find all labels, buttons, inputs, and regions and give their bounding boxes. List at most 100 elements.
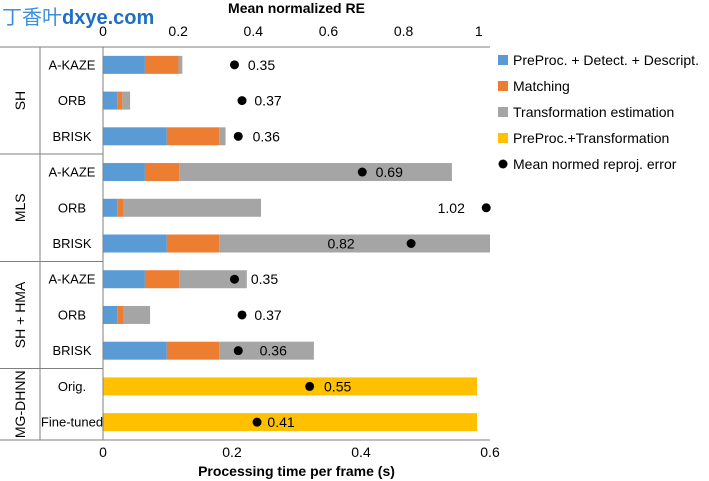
data-label-mean-re-sh-hma-orb: 0.37: [254, 307, 281, 323]
bar-transformation-estimation-sh-hma-a-kaze: [179, 270, 247, 289]
bottom-axis-tick-labels: 0 0.2 0.4 0.6: [99, 444, 500, 460]
legend-label: PreProc. + Detect. + Descript.: [513, 52, 699, 68]
bar-matching-sh-orb: [117, 91, 123, 110]
marker-mean-re-sh-brisk: [233, 131, 243, 141]
marker-mean-re-mls-brisk: [406, 239, 416, 248]
bar-matching-sh-hma-brisk: [166, 341, 220, 360]
top-axis-tick-label: 0.4: [244, 23, 264, 39]
data-label-mean-re-mls-brisk: 0.82: [327, 236, 354, 252]
data-label-mean-re-mg-dhnn-orig: 0.55: [324, 378, 351, 394]
legend-label: Transformation estimation: [513, 104, 674, 120]
data-label-mean-re-mls-orb: 1.02: [438, 200, 465, 216]
legend: PreProc. + Detect. + Descript. Matching Tr…: [498, 52, 699, 172]
legend-item-preproc-detect-descript: PreProc. + Detect. + Descript.: [498, 52, 699, 68]
top-axis-tick-label: 0.6: [319, 23, 339, 39]
top-axis-tick-label: 0.2: [168, 23, 188, 39]
category-label-mls-brisk: BRISK: [52, 236, 91, 251]
bar-preproc-detect-descript-sh-hma-orb: [103, 305, 118, 324]
legend-marker: [498, 159, 508, 169]
axis-frame: [0, 46, 490, 441]
legend-swatch: [498, 133, 508, 143]
legend-item-transformation-estimation: Transformation estimation: [498, 104, 674, 120]
bar-transformation-estimation-sh-orb: [122, 91, 131, 110]
watermark: 丁香叶dxye.com: [2, 4, 154, 30]
category-label-sh-hma-a-kaze: A-KAZE: [49, 272, 96, 287]
watermark-cjk-text: 丁香叶: [2, 5, 62, 29]
group-label-sh: SH: [12, 91, 28, 110]
marker-mean-re-mls-a-kaze: [357, 167, 367, 177]
legend-swatch: [498, 81, 508, 91]
mean-re-markers: 0.35 0.37 0.36 0.69 1.02 0.82 0.35 0.37 0.36 0.55…: [230, 57, 491, 430]
legend-swatch: [498, 107, 508, 117]
bar-preproc-transformation-mg-dhnn-orig: [103, 377, 478, 396]
category-label-sh-brisk: BRISK: [52, 129, 91, 144]
bar-preproc-transformation-mg-dhnn-fine-tuned: [103, 413, 478, 432]
bar-transformation-estimation-sh-hma-brisk: [219, 341, 314, 360]
marker-mean-re-sh-hma-orb: [237, 310, 247, 320]
bottom-axis-title: Processing time per frame (s): [198, 463, 395, 479]
legend-item-preproc-transformation: PreProc.+Transformation: [498, 130, 669, 146]
legend-item-matching: Matching: [498, 78, 570, 94]
top-axis-tick-labels: 0 0.2 0.4 0.6 0.8 1: [99, 23, 483, 39]
watermark-domain-text: dxye.com: [62, 7, 155, 29]
data-label-mean-re-sh-brisk: 0.36: [253, 128, 280, 144]
marker-mean-re-sh-hma-brisk: [233, 346, 243, 356]
group-labels: SH MLS SH + HMA MG-DHNN: [12, 91, 28, 438]
marker-mean-re-mls-orb: [481, 203, 491, 213]
bar-transformation-estimation-sh-hma-orb: [122, 305, 151, 324]
data-label-mean-re-mls-a-kaze: 0.69: [376, 164, 403, 180]
bar-matching-mls-orb: [117, 198, 123, 217]
bottom-axis-tick-label: 0.6: [480, 444, 500, 460]
bar-matching-mls-brisk: [166, 234, 220, 253]
data-label-mean-re-mg-dhnn-fine-tuned: 0.41: [267, 414, 294, 430]
legend-item-mean-normed-reproj-error: Mean normed reproj. error: [498, 156, 677, 172]
bar-transformation-estimation-sh-brisk: [219, 127, 226, 146]
category-label-mg-dhnn-fine-tuned: Fine-tuned: [41, 415, 103, 430]
category-label-mg-dhnn-orig: Orig.: [58, 379, 86, 394]
bar-preproc-detect-descript-sh-orb: [103, 91, 118, 110]
legend-label: Mean normed reproj. error: [513, 156, 677, 172]
marker-mean-re-sh-hma-a-kaze: [230, 274, 240, 284]
bottom-axis-tick-label: 0.4: [351, 444, 371, 460]
top-axis-tick-label: 1: [475, 23, 483, 39]
bar-matching-sh-a-kaze: [144, 55, 179, 74]
bar-preproc-detect-descript-sh-brisk: [103, 127, 167, 146]
category-label-mls-a-kaze: A-KAZE: [49, 165, 96, 180]
top-axis-tick-label: 0: [99, 23, 107, 39]
data-label-mean-re-sh-orb: 0.37: [254, 93, 281, 109]
bar-preproc-detect-descript-sh-hma-brisk: [103, 341, 167, 360]
legend-label: PreProc.+Transformation: [513, 130, 669, 146]
group-label-mg-dhnn: MG-DHNN: [12, 370, 28, 438]
group-label-mls: MLS: [12, 193, 28, 222]
data-label-mean-re-sh-hma-brisk: 0.36: [260, 343, 287, 359]
category-label-sh-orb: ORB: [58, 93, 86, 108]
bottom-axis-tick-label: 0.2: [222, 444, 242, 460]
marker-mean-re-sh-orb: [237, 96, 247, 106]
marker-mean-re-mg-dhnn-orig: [305, 381, 315, 391]
group-label-sh-hma: SH + HMA: [12, 281, 28, 348]
bar-preproc-detect-descript-sh-a-kaze: [103, 55, 145, 74]
category-label-mls-orb: ORB: [58, 200, 86, 215]
bar-matching-sh-hma-orb: [117, 305, 123, 324]
category-labels: A-KAZE ORB BRISK A-KAZE ORB BRISK A-KAZE ORB BRI…: [41, 57, 103, 429]
bar-preproc-detect-descript-mls-brisk: [103, 234, 167, 253]
bar-matching-sh-brisk: [166, 127, 220, 146]
bar-transformation-estimation-mls-orb: [122, 198, 262, 217]
top-axis-title: Mean normalized RE: [228, 0, 365, 16]
category-label-sh-hma-brisk: BRISK: [52, 343, 91, 358]
bar-preproc-detect-descript-mls-a-kaze: [103, 163, 145, 182]
bar-transformation-estimation-sh-a-kaze: [178, 55, 183, 74]
bar-segments: [103, 55, 490, 432]
legend-swatch: [498, 55, 508, 65]
bar-matching-sh-hma-a-kaze: [144, 270, 180, 289]
bar-transformation-estimation-mls-a-kaze: [179, 163, 452, 182]
bottom-axis-tick-label: 0: [99, 444, 107, 460]
data-label-mean-re-sh-a-kaze: 0.35: [248, 57, 275, 73]
top-axis-tick-label: 0.8: [394, 23, 414, 39]
data-label-mean-re-sh-hma-a-kaze: 0.35: [251, 271, 278, 287]
marker-mean-re-sh-a-kaze: [230, 60, 240, 70]
marker-mean-re-mg-dhnn-fine-tuned: [252, 417, 262, 427]
category-label-sh-hma-orb: ORB: [58, 307, 86, 322]
bar-preproc-detect-descript-mls-orb: [103, 198, 118, 217]
